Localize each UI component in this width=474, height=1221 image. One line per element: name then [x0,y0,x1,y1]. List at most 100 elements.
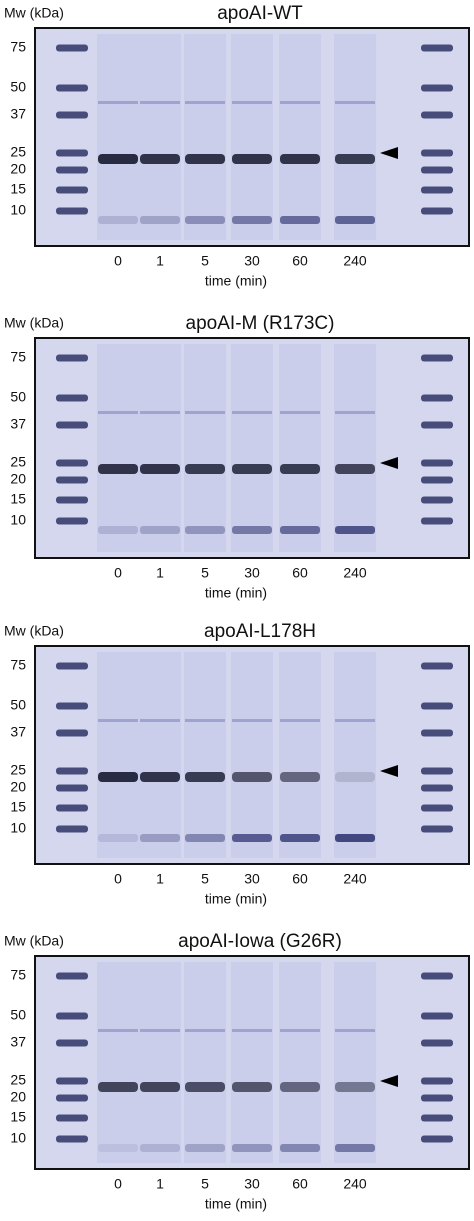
ladder-band [421,149,453,157]
faint-band [140,101,180,104]
main-band [280,1082,320,1092]
main-band [185,464,225,474]
lane-smear [231,344,273,552]
marker-label: 37 [10,106,26,122]
ladder-band [56,767,88,775]
lane-smear [97,962,139,1163]
lane-label: 60 [292,1176,308,1192]
marker-label: 10 [10,1130,26,1146]
ladder-band [56,662,88,670]
marker-label: 25 [10,144,26,160]
panel-title: apoAI-M (R173C) [186,313,335,334]
ladder-band [56,972,88,980]
low-band [185,1144,225,1152]
lane-label: 5 [201,871,209,887]
main-band [335,1082,375,1092]
ladder-band [56,784,88,792]
marker-label: 50 [10,1007,26,1023]
marker-label: 37 [10,724,26,740]
lane-smear [231,962,273,1163]
ladder-band [421,825,453,833]
ladder-band [421,804,453,812]
main-band [280,464,320,474]
main-band [335,772,375,782]
faint-band [280,719,320,722]
marker-label: 20 [10,779,26,795]
lane-label: 0 [114,565,122,581]
marker-label: 75 [10,967,26,983]
ladder-band [421,517,453,525]
lane-smear [279,344,321,552]
faint-band [140,411,180,414]
gel [34,337,470,559]
low-band [98,216,138,224]
ladder-band [421,784,453,792]
lane-smear [279,962,321,1163]
ladder-band [421,1114,453,1122]
panel-title: apoAI-WT [217,3,303,24]
low-band [232,216,272,224]
main-band [98,1082,138,1092]
lane-label: 30 [244,565,260,581]
ladder-band [421,207,453,215]
marker-label: 10 [10,820,26,836]
ladder-band [421,662,453,670]
ladder-band [56,166,88,174]
lane-smear [184,344,226,552]
marker-label: 50 [10,389,26,405]
mw-label: Mw (kDa) [4,623,64,639]
faint-band [98,1029,138,1032]
faint-band [185,411,225,414]
faint-band [280,1029,320,1032]
main-band [98,772,138,782]
low-band [98,1144,138,1152]
main-band [232,154,272,164]
low-band [140,526,180,534]
ladder-band [56,111,88,119]
low-band [98,834,138,842]
ladder-band [56,476,88,484]
low-band [280,834,320,842]
marker-label: 20 [10,161,26,177]
ladder-band [421,84,453,92]
ladder-band [56,517,88,525]
main-band [185,154,225,164]
lane-smear [184,652,226,858]
marker-label: 15 [10,181,26,197]
low-band [232,834,272,842]
lane-smear [279,34,321,240]
ladder-band [56,729,88,737]
low-band [335,526,375,534]
low-band [280,1144,320,1152]
lane-smear [139,962,181,1163]
faint-band [185,1029,225,1032]
faint-band [280,101,320,104]
x-axis-label: time (min) [205,585,267,601]
gel [34,27,470,247]
main-band [98,464,138,474]
lane-label: 240 [343,1176,367,1192]
lane-smear [184,962,226,1163]
marker-label: 75 [10,39,26,55]
ladder-band [421,1039,453,1047]
main-band [232,464,272,474]
lane-smear [184,34,226,240]
lane-label: 30 [244,1176,260,1192]
ladder-band [421,186,453,194]
low-band [232,1144,272,1152]
ladder-band [56,1094,88,1102]
ladder-band [421,394,453,402]
lane-smear [334,652,376,858]
main-band [185,772,225,782]
x-axis-label: time (min) [205,273,267,289]
gel [34,955,470,1170]
ladder-band [56,84,88,92]
faint-band [280,411,320,414]
mw-label: Mw (kDa) [4,5,64,21]
ladder-band [56,354,88,362]
lane-smear [139,34,181,240]
marker-label: 15 [10,1109,26,1125]
ladder-band [421,166,453,174]
